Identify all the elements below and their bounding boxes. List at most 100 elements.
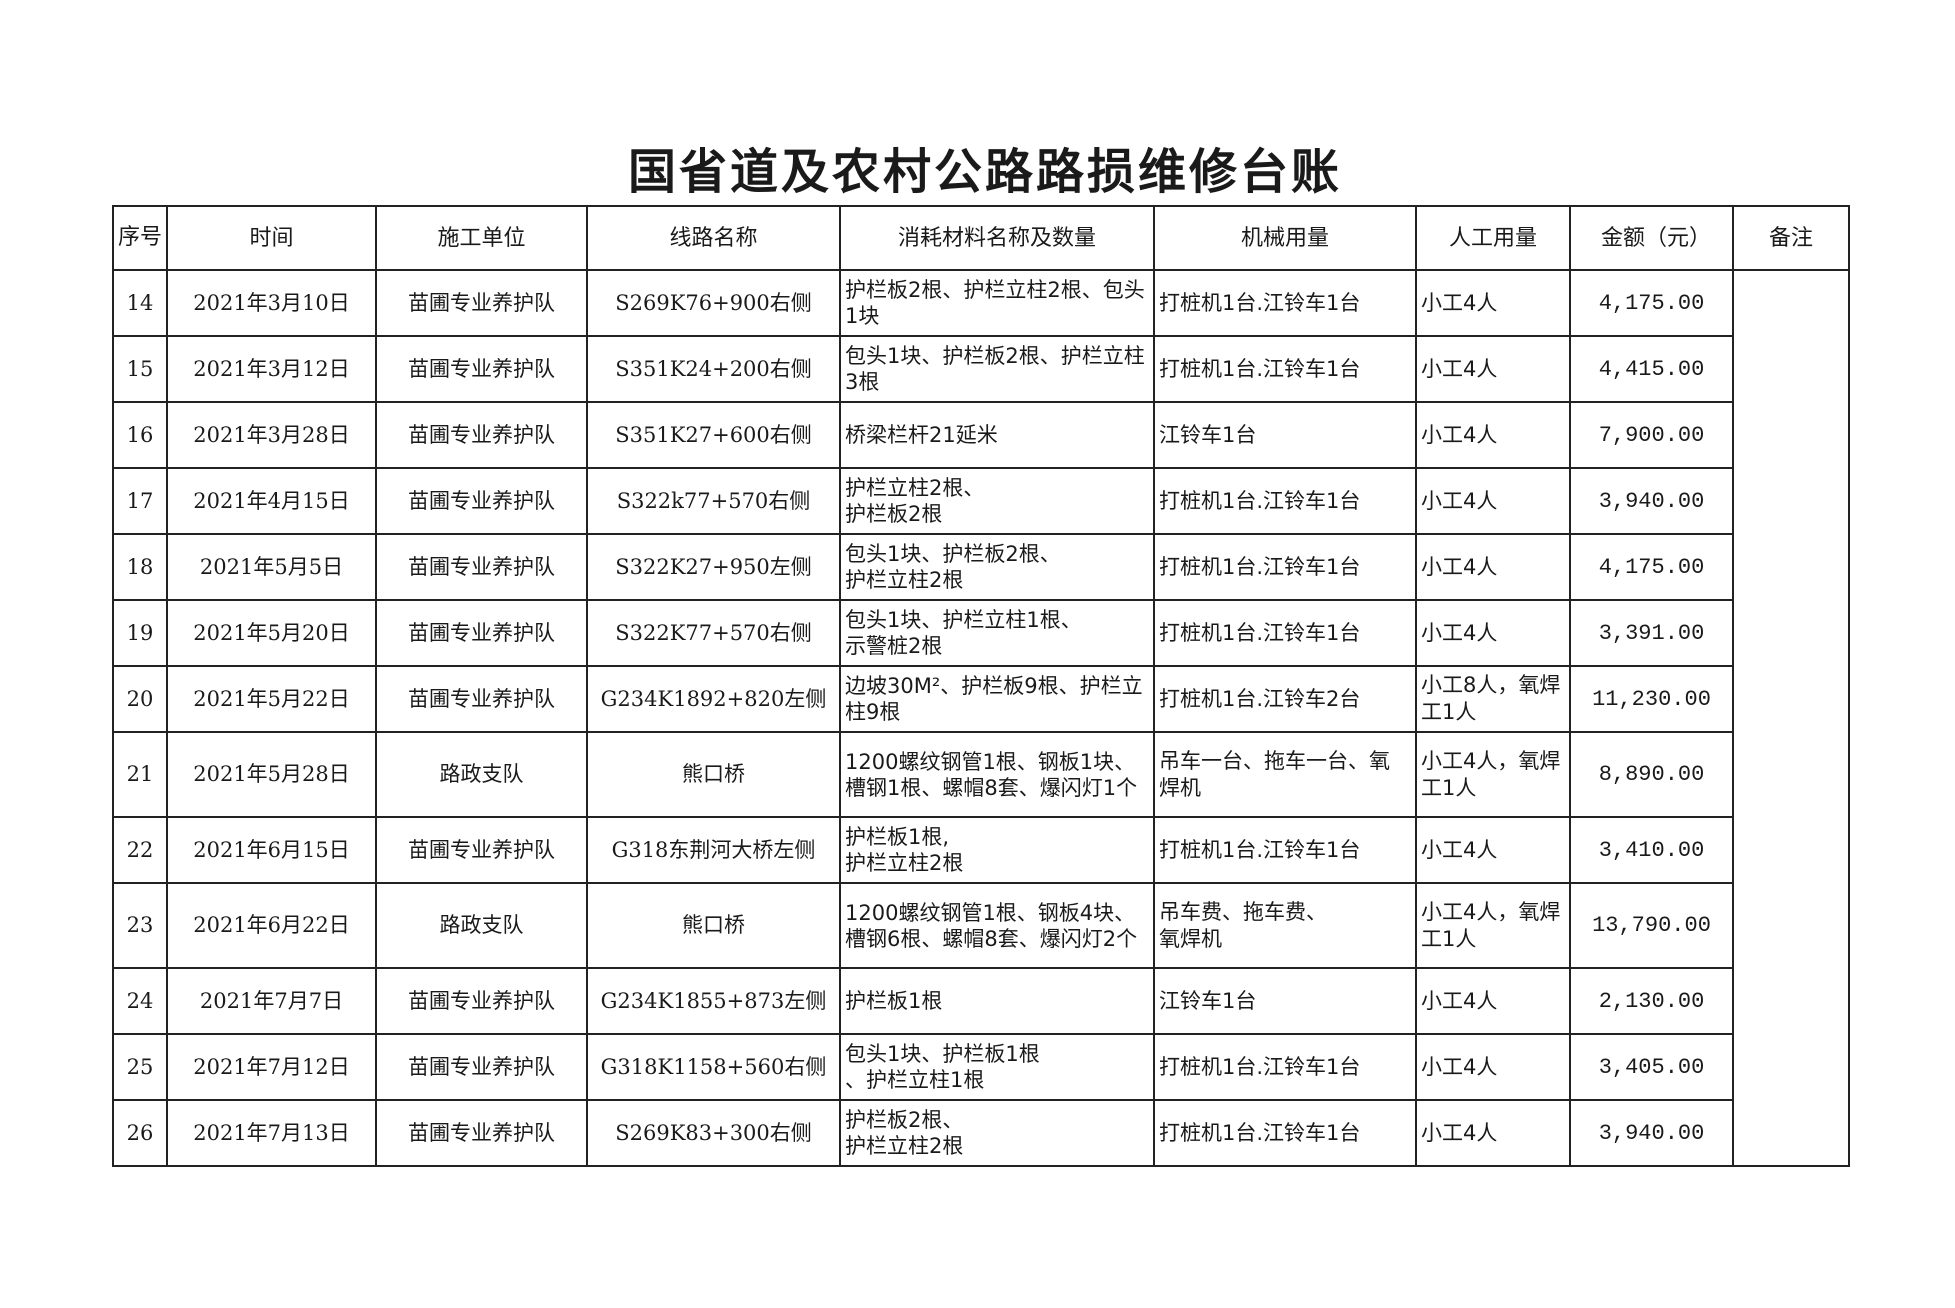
page-title: 国省道及农村公路路损维修台账 xyxy=(627,144,1342,200)
row-amount: 7,900.00 xyxy=(1569,401,1734,469)
row-materials: 护栏立柱2根、 护栏板2根 xyxy=(839,467,1155,535)
row-machinery: 打桩机1台.江铃车1台 xyxy=(1153,269,1417,337)
row-unit: 苗圃专业养护队 xyxy=(375,599,588,667)
row-unit: 苗圃专业养护队 xyxy=(375,401,588,469)
row-date: 2021年4月15日 xyxy=(166,467,377,535)
row-route: 熊口桥 xyxy=(586,882,841,969)
row-seq: 23 xyxy=(112,882,168,969)
row-unit: 路政支队 xyxy=(375,882,588,969)
row-materials: 包头1块、护栏板2根、 护栏立柱2根 xyxy=(839,533,1155,601)
row-date: 2021年3月12日 xyxy=(166,335,377,403)
row-machinery: 打桩机1台.江铃车1台 xyxy=(1153,533,1417,601)
row-labor: 小工4人 xyxy=(1415,1033,1571,1101)
table-row: 19 2021年5月20日 苗圃专业养护队 S322K77+570右侧 包头1块、护栏立… xyxy=(112,599,1849,667)
row-unit: 路政支队 xyxy=(375,731,588,818)
row-labor: 小工4人 xyxy=(1415,401,1571,469)
row-machinery: 江铃车1台 xyxy=(1153,967,1417,1035)
row-machinery: 打桩机1台.江铃车1台 xyxy=(1153,335,1417,403)
row-materials: 桥梁栏杆21延米 xyxy=(839,401,1155,469)
row-seq: 17 xyxy=(112,467,168,535)
row-route: S269K83+300右侧 xyxy=(586,1099,841,1167)
table-row: 23 2021年6月22日 路政支队 熊口桥 1200螺纹钢管1根、钢板4块、槽钢6根、… xyxy=(112,882,1849,969)
table-row: 20 2021年5月22日 苗圃专业养护队 G234K1892+820左侧 边坡30M²… xyxy=(112,665,1849,733)
row-materials: 边坡30M²、护栏板9根、护栏立柱9根 xyxy=(839,665,1155,733)
row-labor: 小工4人 xyxy=(1415,967,1571,1035)
header-materials: 消耗材料名称及数量 xyxy=(839,205,1155,271)
row-date: 2021年5月28日 xyxy=(166,731,377,818)
row-amount: 8,890.00 xyxy=(1569,731,1734,818)
row-amount: 3,405.00 xyxy=(1569,1033,1734,1101)
row-amount: 3,940.00 xyxy=(1569,467,1734,535)
row-route: 熊口桥 xyxy=(586,731,841,818)
row-materials: 包头1块、护栏板2根、护栏立柱3根 xyxy=(839,335,1155,403)
header-route: 线路名称 xyxy=(586,205,841,271)
row-unit: 苗圃专业养护队 xyxy=(375,533,588,601)
row-route: S351K27+600右侧 xyxy=(586,401,841,469)
row-machinery: 吊车费、拖车费、 氧焊机 xyxy=(1153,882,1417,969)
row-date: 2021年3月10日 xyxy=(166,269,377,337)
header-remarks: 备注 xyxy=(1732,205,1850,271)
row-materials: 护栏板1根 xyxy=(839,967,1155,1035)
row-machinery: 江铃车1台 xyxy=(1153,401,1417,469)
table-row: 21 2021年5月28日 路政支队 熊口桥 1200螺纹钢管1根、钢板1块、槽钢1根、… xyxy=(112,731,1849,818)
row-materials: 护栏板1根, 护栏立柱2根 xyxy=(839,816,1155,884)
row-materials: 包头1块、护栏立柱1根、 示警桩2根 xyxy=(839,599,1155,667)
row-machinery: 打桩机1台.江铃车1台 xyxy=(1153,1033,1417,1101)
row-date: 2021年5月5日 xyxy=(166,533,377,601)
row-route: G318K1158+560右侧 xyxy=(586,1033,841,1101)
row-unit: 苗圃专业养护队 xyxy=(375,269,588,337)
row-labor: 小工8人，氧焊工1人 xyxy=(1415,665,1571,733)
row-materials: 1200螺纹钢管1根、钢板1块、槽钢1根、螺帽8套、爆闪灯1个 xyxy=(839,731,1155,818)
row-date: 2021年3月28日 xyxy=(166,401,377,469)
row-labor: 小工4人 xyxy=(1415,335,1571,403)
row-unit: 苗圃专业养护队 xyxy=(375,665,588,733)
row-date: 2021年7月7日 xyxy=(166,967,377,1035)
row-labor: 小工4人 xyxy=(1415,269,1571,337)
row-date: 2021年7月12日 xyxy=(166,1033,377,1101)
row-materials: 1200螺纹钢管1根、钢板4块、槽钢6根、螺帽8套、爆闪灯2个 xyxy=(839,882,1155,969)
row-seq: 19 xyxy=(112,599,168,667)
row-amount: 3,391.00 xyxy=(1569,599,1734,667)
row-seq: 20 xyxy=(112,665,168,733)
row-machinery: 打桩机1台.江铃车1台 xyxy=(1153,816,1417,884)
row-labor: 小工4人，氧焊工1人 xyxy=(1415,882,1571,969)
row-date: 2021年5月22日 xyxy=(166,665,377,733)
row-seq: 26 xyxy=(112,1099,168,1167)
row-labor: 小工4人 xyxy=(1415,533,1571,601)
row-labor: 小工4人 xyxy=(1415,816,1571,884)
row-route: S269K76+900右侧 xyxy=(586,269,841,337)
row-amount: 4,175.00 xyxy=(1569,533,1734,601)
table-row: 22 2021年6月15日 苗圃专业养护队 G318东荆河大桥左侧 护栏板1根, 护栏立… xyxy=(112,816,1849,884)
row-labor: 小工4人 xyxy=(1415,467,1571,535)
row-amount: 3,410.00 xyxy=(1569,816,1734,884)
row-unit: 苗圃专业养护队 xyxy=(375,1099,588,1167)
row-unit: 苗圃专业养护队 xyxy=(375,816,588,884)
row-materials: 护栏板2根、护栏立柱2根、包头1块 xyxy=(839,269,1155,337)
row-seq: 24 xyxy=(112,967,168,1035)
row-machinery: 打桩机1台.江铃车1台 xyxy=(1153,467,1417,535)
row-seq: 21 xyxy=(112,731,168,818)
table-row: 16 2021年3月28日 苗圃专业养护队 S351K27+600右侧 桥梁栏杆21延米… xyxy=(112,401,1849,469)
row-date: 2021年6月22日 xyxy=(166,882,377,969)
row-materials: 包头1块、护栏板1根 、护栏立柱1根 xyxy=(839,1033,1155,1101)
row-seq: 25 xyxy=(112,1033,168,1101)
row-date: 2021年6月15日 xyxy=(166,816,377,884)
row-seq: 15 xyxy=(112,335,168,403)
row-machinery: 打桩机1台.江铃车1台 xyxy=(1153,599,1417,667)
row-machinery: 吊车一台、拖车一台、氧焊机 xyxy=(1153,731,1417,818)
header-amount: 金额（元） xyxy=(1569,205,1734,271)
row-labor: 小工4人 xyxy=(1415,1099,1571,1167)
row-unit: 苗圃专业养护队 xyxy=(375,967,588,1035)
header-row: 序号 时间 施工单位 线路名称 消耗材料名称及数量 机械用量 人工用量 金额（元… xyxy=(112,205,1850,271)
row-labor: 小工4人 xyxy=(1415,599,1571,667)
header-unit: 施工单位 xyxy=(375,205,588,271)
row-materials: 护栏板2根、 护栏立柱2根 xyxy=(839,1099,1155,1167)
row-route: G318东荆河大桥左侧 xyxy=(586,816,841,884)
row-amount: 2,130.00 xyxy=(1569,967,1734,1035)
table-row: 26 2021年7月13日 苗圃专业养护队 S269K83+300右侧 护栏板2根、 护… xyxy=(112,1099,1849,1167)
row-route: S322k77+570右侧 xyxy=(586,467,841,535)
row-route: S322K77+570右侧 xyxy=(586,599,841,667)
table-row: 17 2021年4月15日 苗圃专业养护队 S322k77+570右侧 护栏立柱2根、 … xyxy=(112,467,1849,535)
row-machinery: 打桩机1台.江铃车2台 xyxy=(1153,665,1417,733)
header-machinery: 机械用量 xyxy=(1153,205,1417,271)
